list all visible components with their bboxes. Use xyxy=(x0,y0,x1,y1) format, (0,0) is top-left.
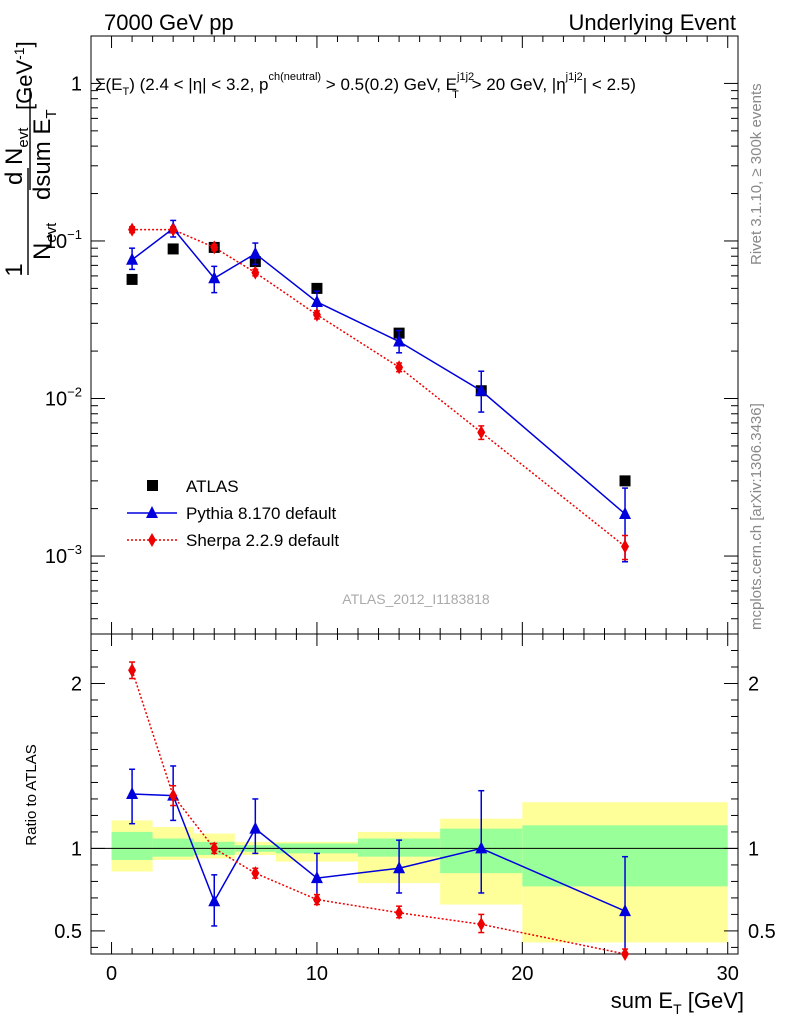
y-title-nevt: Nevt xyxy=(29,222,60,260)
ratio-line-diamond xyxy=(131,670,626,954)
ratio-point-triangle xyxy=(393,861,406,874)
main-y-tick-label: 10−3 xyxy=(45,542,82,568)
ratio-point-diamond xyxy=(312,892,321,907)
legend-sherpa-label: Sherpa 2.2.9 default xyxy=(186,531,339,550)
main-y-tick-label: 10−2 xyxy=(45,385,82,411)
main-point-square xyxy=(126,273,138,285)
x-tick-label: 20 xyxy=(511,963,533,985)
y-title-dsum: dsum ET xyxy=(29,109,60,200)
ratio-y-tick-label-right: 2 xyxy=(748,673,759,695)
y-title-unit: [GeV-1] xyxy=(11,41,37,110)
x-tick-label: 0 xyxy=(106,963,117,985)
x-axis-title: sum ET [GeV] xyxy=(611,988,744,1017)
main-line-diamond xyxy=(132,228,626,548)
main-y-tick-label: 10−1 xyxy=(45,227,82,253)
main-point-triangle xyxy=(310,294,323,307)
ratio-point-triangle xyxy=(475,841,488,854)
main-point-diamond xyxy=(128,222,137,237)
ratio-point-diamond xyxy=(169,788,178,803)
main-point-diamond xyxy=(169,222,178,237)
header-right: Underlying Event xyxy=(568,10,736,35)
ratio-y-axis-title: Ratio to ATLAS xyxy=(23,744,40,845)
main-point-triangle xyxy=(619,506,632,519)
legend: ATLAS Pythia 8.170 default Sherpa 2.2.9 … xyxy=(127,477,339,550)
ratio-point-triangle xyxy=(310,871,323,884)
analysis-label: ATLAS_2012_I1183818 xyxy=(342,591,490,607)
main-point-square xyxy=(619,475,631,487)
ratio-point-diamond xyxy=(210,841,219,856)
ratio-point-triangle xyxy=(208,894,221,907)
x-tick-label: 10 xyxy=(306,963,328,985)
main-point-triangle xyxy=(475,383,488,396)
ratio-point-diamond xyxy=(251,866,260,881)
main-axis-ticks: 1 10−1 10−2 10−3 xyxy=(45,35,738,634)
ratio-y-tick-label-right: 1 xyxy=(748,838,759,860)
main-series-layer xyxy=(126,219,632,563)
ratio-y-tick-label: 2 xyxy=(71,673,82,695)
main-point-square xyxy=(311,282,323,294)
main-point-triangle xyxy=(126,252,139,265)
legend-pythia-label: Pythia 8.170 default xyxy=(186,504,337,523)
ratio-point-diamond xyxy=(621,947,630,961)
main-point-diamond xyxy=(251,265,260,280)
ratio-point-triangle xyxy=(249,821,262,834)
side-label-rivet: Rivet 3.1.10, ≥ 300k events xyxy=(748,83,765,265)
ratio-uncertainty-bands xyxy=(111,802,728,943)
ratio-point-diamond xyxy=(477,917,486,932)
ratio-point-triangle xyxy=(619,904,632,917)
legend-atlas-label: ATLAS xyxy=(186,477,239,496)
ratio-panel-frame xyxy=(90,633,739,955)
main-y-tick-label: 1 xyxy=(71,73,82,95)
ratio-line-triangle xyxy=(132,793,626,912)
ratio-point-triangle xyxy=(126,787,139,799)
main-point-diamond xyxy=(395,360,404,375)
ratio-point-diamond xyxy=(395,905,404,920)
ratio-band-inner-1 xyxy=(152,838,194,857)
main-y-axis-title: 1 Nevt d Nevt dsum ET [GeV-1] xyxy=(1,41,60,276)
ratio-series-layer xyxy=(126,661,632,961)
legend-atlas-marker xyxy=(147,480,158,491)
legend-sherpa-marker xyxy=(148,533,156,547)
y-title-dn: d Nevt xyxy=(1,127,32,185)
main-point-square xyxy=(167,243,179,255)
main-point-diamond xyxy=(621,539,630,554)
main-point-diamond xyxy=(312,307,321,322)
ratio-y-tick-label: 0.5 xyxy=(54,921,82,943)
main-point-triangle xyxy=(393,334,406,347)
ratio-y-tick-label: 1 xyxy=(71,838,82,860)
main-point-diamond xyxy=(210,240,219,255)
ratio-band-inner-0 xyxy=(111,831,153,860)
ratio-y-tick-label-right: 0.5 xyxy=(748,921,776,943)
main-point-diamond xyxy=(477,425,486,440)
y-title-one: 1 xyxy=(1,263,28,276)
main-point-triangle xyxy=(208,271,221,284)
cut-label: Σ(ET) (2.4 < |η| < 3.2, pch(neutral) > 0… xyxy=(95,71,636,101)
x-tick-label: 30 xyxy=(717,963,739,985)
main-point-triangle xyxy=(249,246,262,259)
side-label-mcplots: mcplots.cern.ch [arXiv:1306.3436] xyxy=(748,403,765,630)
legend-pythia-marker xyxy=(146,506,158,518)
main-line-triangle xyxy=(131,227,626,515)
header-left: 7000 GeV pp xyxy=(104,10,234,35)
ratio-point-diamond xyxy=(128,663,137,678)
